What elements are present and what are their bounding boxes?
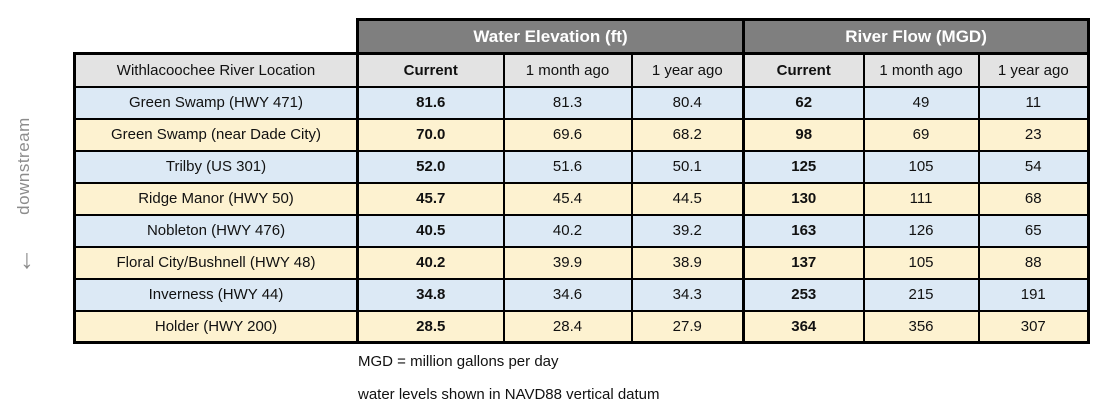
flow-1mo-cell: 49 bbox=[862, 85, 980, 120]
location-cell: Floral City/Bushnell (HWY 48) bbox=[73, 245, 359, 280]
river-data-table: Water Elevation (ft) River Flow (MGD) Wi… bbox=[73, 18, 1091, 344]
elev-1mo-cell: 81.3 bbox=[502, 85, 633, 120]
footnote-datum: water levels shown in NAVD88 vertical da… bbox=[358, 386, 660, 403]
flow-1mo-cell: 126 bbox=[862, 213, 980, 248]
flow-1mo-cell: 111 bbox=[862, 181, 980, 216]
elev-1yr-cell: 50.1 bbox=[630, 149, 745, 184]
column-header-row: Withlacoochee River Location Current 1 m… bbox=[73, 52, 1091, 88]
flow-current-cell: 253 bbox=[742, 277, 865, 312]
elev-1mo-header: 1 month ago bbox=[502, 52, 633, 88]
downstream-arrow-icon: ↓ bbox=[20, 244, 34, 274]
elev-current-cell: 70.0 bbox=[356, 117, 505, 152]
flow-1yr-cell: 11 bbox=[977, 85, 1091, 120]
elev-current-cell: 81.6 bbox=[356, 85, 505, 120]
flow-current-header: Current bbox=[742, 52, 865, 88]
table-row: Holder (HWY 200) 28.5 28.4 27.9 364 356 … bbox=[73, 309, 1091, 344]
elev-current-cell: 40.2 bbox=[356, 245, 505, 280]
flow-1mo-cell: 69 bbox=[862, 117, 980, 152]
location-cell: Nobleton (HWY 476) bbox=[73, 213, 359, 248]
flow-current-cell: 137 bbox=[742, 245, 865, 280]
flow-current-cell: 62 bbox=[742, 85, 865, 120]
elev-current-cell: 40.5 bbox=[356, 213, 505, 248]
flow-1yr-cell: 191 bbox=[977, 277, 1091, 312]
group-header-river-flow: River Flow (MGD) bbox=[742, 18, 1091, 55]
flow-1yr-cell: 54 bbox=[977, 149, 1091, 184]
footnote-mgd: MGD = million gallons per day bbox=[358, 353, 559, 370]
elev-1yr-cell: 80.4 bbox=[630, 85, 745, 120]
elev-1mo-cell: 51.6 bbox=[502, 149, 633, 184]
elev-current-header: Current bbox=[356, 52, 505, 88]
table-row: Inverness (HWY 44) 34.8 34.6 34.3 253 21… bbox=[73, 277, 1091, 312]
flow-1mo-cell: 105 bbox=[862, 149, 980, 184]
flow-1yr-cell: 23 bbox=[977, 117, 1091, 152]
group-header-row: Water Elevation (ft) River Flow (MGD) bbox=[74, 18, 1091, 55]
elev-1mo-cell: 69.6 bbox=[502, 117, 633, 152]
elev-1yr-header: 1 year ago bbox=[630, 52, 745, 88]
flow-1yr-cell: 88 bbox=[977, 245, 1091, 280]
flow-1mo-cell: 105 bbox=[862, 245, 980, 280]
flow-current-cell: 163 bbox=[742, 213, 865, 248]
elev-1mo-cell: 39.9 bbox=[502, 245, 633, 280]
location-cell: Ridge Manor (HWY 50) bbox=[73, 181, 359, 216]
downstream-label: downstream bbox=[14, 117, 33, 215]
elev-current-cell: 52.0 bbox=[356, 149, 505, 184]
flow-1mo-cell: 215 bbox=[862, 277, 980, 312]
elev-1yr-cell: 44.5 bbox=[630, 181, 745, 216]
flow-1yr-cell: 65 bbox=[977, 213, 1091, 248]
elev-1yr-cell: 39.2 bbox=[630, 213, 745, 248]
group-header-water-elevation: Water Elevation (ft) bbox=[355, 18, 746, 55]
flow-current-cell: 98 bbox=[742, 117, 865, 152]
elev-1mo-cell: 28.4 bbox=[502, 309, 633, 344]
flow-1yr-cell: 68 bbox=[977, 181, 1091, 216]
elev-current-cell: 34.8 bbox=[356, 277, 505, 312]
table-row: Floral City/Bushnell (HWY 48) 40.2 39.9 … bbox=[73, 245, 1091, 280]
flow-current-cell: 125 bbox=[742, 149, 865, 184]
elev-1yr-cell: 34.3 bbox=[630, 277, 745, 312]
location-cell: Green Swamp (HWY 471) bbox=[73, 85, 359, 120]
table-row: Ridge Manor (HWY 50) 45.7 45.4 44.5 130 … bbox=[73, 181, 1091, 216]
elev-1yr-cell: 38.9 bbox=[630, 245, 745, 280]
table-row: Trilby (US 301) 52.0 51.6 50.1 125 105 5… bbox=[73, 149, 1091, 184]
elev-1mo-cell: 45.4 bbox=[502, 181, 633, 216]
elev-current-cell: 45.7 bbox=[356, 181, 505, 216]
flow-1yr-cell: 307 bbox=[977, 309, 1091, 344]
elev-1yr-cell: 27.9 bbox=[630, 309, 745, 344]
table-row: Green Swamp (HWY 471) 81.6 81.3 80.4 62 … bbox=[73, 85, 1091, 120]
location-cell: Inverness (HWY 44) bbox=[73, 277, 359, 312]
corner-spacer bbox=[74, 19, 358, 54]
location-cell: Green Swamp (near Dade City) bbox=[73, 117, 359, 152]
table-row: Nobleton (HWY 476) 40.5 40.2 39.2 163 12… bbox=[73, 213, 1091, 248]
elev-current-cell: 28.5 bbox=[356, 309, 505, 344]
location-cell: Trilby (US 301) bbox=[73, 149, 359, 184]
flow-1mo-header: 1 month ago bbox=[862, 52, 980, 88]
flow-current-cell: 364 bbox=[742, 309, 865, 344]
elev-1mo-cell: 40.2 bbox=[502, 213, 633, 248]
elev-1yr-cell: 68.2 bbox=[630, 117, 745, 152]
table-row: Green Swamp (near Dade City) 70.0 69.6 6… bbox=[73, 117, 1091, 152]
flow-1mo-cell: 356 bbox=[862, 309, 980, 344]
location-cell: Holder (HWY 200) bbox=[73, 309, 359, 344]
elev-1mo-cell: 34.6 bbox=[502, 277, 633, 312]
flow-1yr-header: 1 year ago bbox=[977, 52, 1091, 88]
location-column-header: Withlacoochee River Location bbox=[73, 52, 359, 88]
flow-current-cell: 130 bbox=[742, 181, 865, 216]
